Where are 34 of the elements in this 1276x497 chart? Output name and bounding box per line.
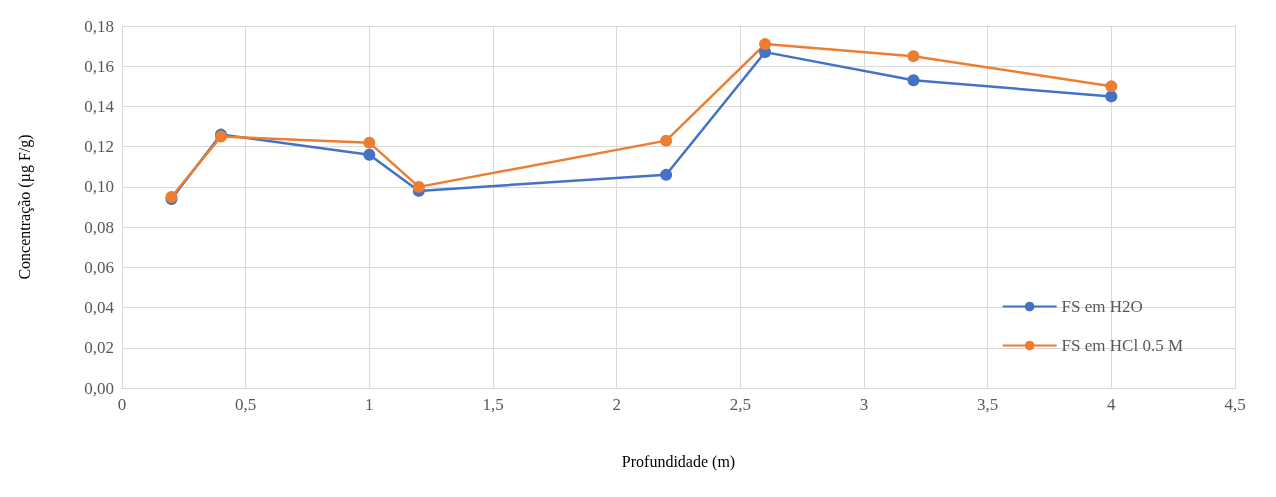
- y-tick-label: 0,18: [84, 16, 114, 36]
- point: [412, 180, 425, 193]
- legend-label: FS em H2O: [1061, 297, 1143, 316]
- x-tick-label: 2: [612, 395, 621, 414]
- point: [1105, 80, 1118, 93]
- legend-label: FS em HCl 0.5 M: [1061, 336, 1184, 355]
- point: [759, 38, 772, 51]
- x-tick-label: 1,5: [482, 395, 504, 414]
- point: [660, 134, 673, 147]
- x-axis-title: Profundidade (m): [621, 452, 736, 471]
- point: [660, 168, 673, 181]
- x-tick-label: 0: [117, 395, 127, 414]
- y-tick-label: 0,08: [84, 217, 114, 237]
- x-tick-label: 4,5: [1224, 395, 1246, 414]
- point: [363, 136, 376, 149]
- point: [907, 50, 920, 63]
- x-tick-label: 0,5: [235, 395, 257, 414]
- point: [907, 74, 920, 87]
- y-tick-label: 0,10: [84, 177, 114, 197]
- y-tick-label: 0,00: [84, 378, 114, 398]
- x-tick-label: 1: [365, 395, 374, 414]
- y-tick-label: 0,14: [84, 96, 115, 116]
- y-tick-label: 0,12: [84, 137, 114, 157]
- y-tick-label: 0,02: [84, 338, 114, 358]
- y-tick-label: 0,06: [84, 257, 114, 277]
- x-tick-label: 3,5: [977, 395, 999, 414]
- x-tick-label: 3: [859, 395, 869, 414]
- x-tick-label: 2,5: [729, 395, 751, 414]
- point: [1105, 90, 1118, 103]
- y-axis-title: Concentração (µg F/g): [15, 134, 34, 280]
- y-tick-label: 0,04: [84, 298, 115, 318]
- y-tick-label: 0,16: [84, 56, 114, 76]
- point: [363, 148, 376, 161]
- x-tick-label: 4: [1107, 395, 1117, 414]
